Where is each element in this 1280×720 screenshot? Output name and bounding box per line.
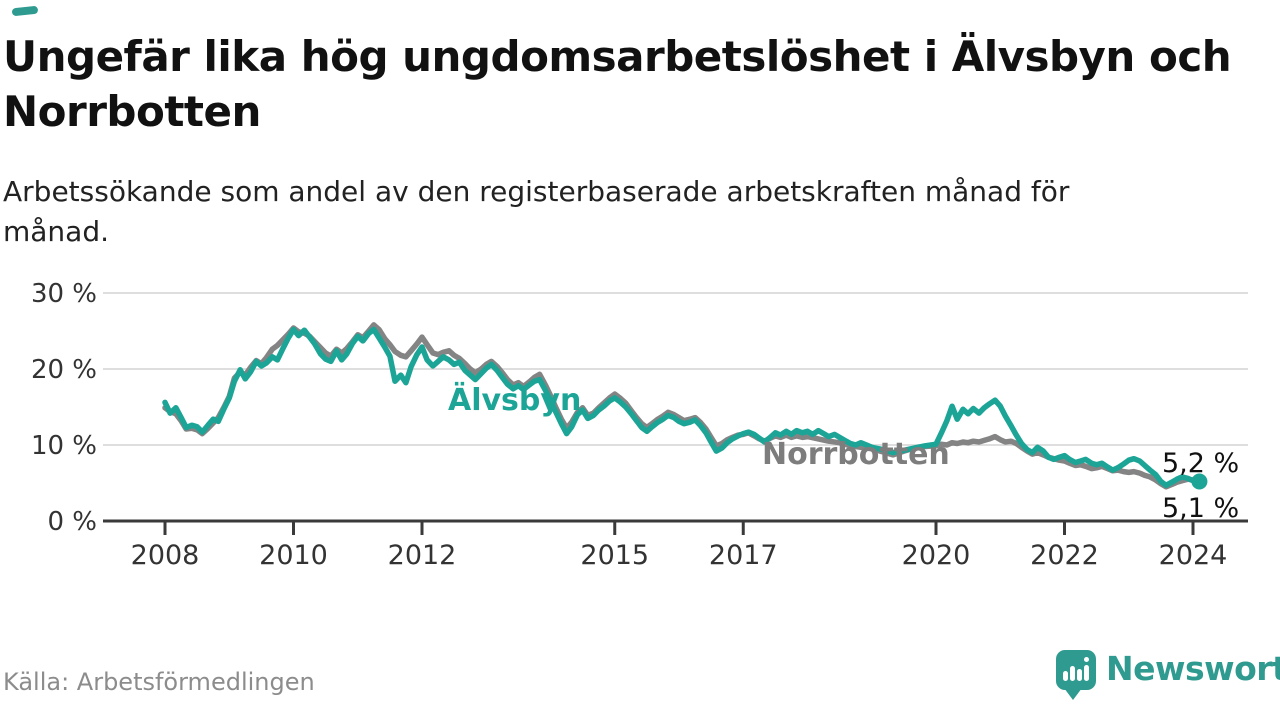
page-title-line-2: Norrbotten	[3, 86, 261, 136]
logo-bar-1	[1063, 671, 1068, 681]
x-axis-label-2008: 2008	[131, 540, 200, 571]
speech-bubble-chart-icon	[1056, 650, 1096, 700]
source-text: Källa: Arbetsförmedlingen	[3, 668, 315, 696]
x-axis-label-2017: 2017	[709, 540, 778, 571]
series-label-alvsbyn: Älvsbyn	[448, 382, 581, 418]
x-axis-label-2024: 2024	[1159, 540, 1228, 571]
speech-bubble-tail	[1064, 688, 1082, 700]
logo-exclamation-dot	[1084, 657, 1089, 662]
logo-wordmark: Newsworthy	[1106, 649, 1280, 688]
end-value-label-norrbotten: 5,1 %	[1162, 493, 1239, 524]
page-title-line-1: Ungefär lika hög ungdomsarbetslöshet i Ä…	[3, 32, 1232, 81]
series-end-dot-alvsbyn	[1191, 473, 1208, 490]
x-axis-label-2015: 2015	[580, 540, 649, 571]
end-value-label-alvsbyn: 5,2 %	[1162, 448, 1239, 479]
page-subtitle-line-2: månad.	[3, 215, 110, 249]
logo-exclamation-stem	[1084, 665, 1089, 681]
newsworthy-logo: Newsworthy	[1054, 646, 1280, 706]
series-line-alvsbyn	[162, 326, 1203, 489]
page-title: Ungefär lika hög ungdomsarbetslöshet i Ä…	[3, 30, 1273, 139]
logo-bar-2	[1070, 666, 1075, 681]
page-subtitle-line-1: Arbetssökande som andel av den registerb…	[3, 175, 1070, 208]
page-subtitle: Arbetssökande som andel av den registerb…	[3, 172, 1203, 252]
y-axis-label-10: 10 %	[31, 431, 97, 461]
x-axis-label-2012: 2012	[388, 540, 457, 571]
y-axis-label-20: 20 %	[31, 355, 97, 385]
x-axis-label-2020: 2020	[902, 540, 971, 571]
x-axis-label-2010: 2010	[259, 540, 328, 571]
x-axis-label-2022: 2022	[1030, 540, 1099, 571]
y-axis-label-30: 30 %	[31, 279, 97, 309]
y-axis-label-0: 0 %	[47, 507, 97, 537]
logo-bar-3	[1077, 669, 1082, 681]
series-label-norrbotten: Norrbotten	[762, 437, 950, 472]
